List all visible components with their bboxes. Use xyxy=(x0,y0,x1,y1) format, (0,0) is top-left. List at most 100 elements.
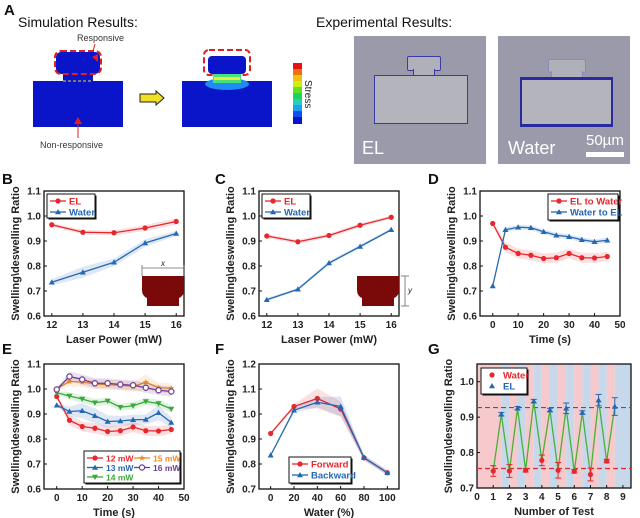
water-band xyxy=(525,364,534,488)
x-tick-label: 30 xyxy=(564,320,576,331)
y-tick-label: 1.0 xyxy=(242,212,256,223)
x-tick-label: 4 xyxy=(539,492,545,503)
data-point xyxy=(294,286,301,292)
error-band xyxy=(56,395,172,437)
legend-item: EL to Water xyxy=(551,197,623,208)
legend-box xyxy=(288,456,352,484)
legend-marker xyxy=(270,209,276,215)
y-tick-label: 0.8 xyxy=(460,448,474,459)
x-tick-label: 0 xyxy=(268,493,274,504)
x-axis-label: Number of Test xyxy=(514,506,594,518)
y-tick-label: 1.1 xyxy=(242,385,256,396)
data-point xyxy=(611,403,618,409)
y-tick-label: 0.8 xyxy=(27,262,41,273)
x-axis-label: Laser Power (mW) xyxy=(281,334,377,346)
legend-label: EL xyxy=(503,382,515,393)
data-point xyxy=(91,412,98,418)
y-tick-label: 0.9 xyxy=(242,237,256,248)
y-tick-label: 0.6 xyxy=(242,312,256,323)
data-point xyxy=(48,279,55,285)
legend-label: Water xyxy=(284,208,310,219)
shape-inset-x: x xyxy=(141,259,185,306)
data-point xyxy=(595,397,602,403)
data-point xyxy=(546,407,553,413)
simulation-diagram: Responsive Non-responsive Stress xyxy=(33,33,313,150)
data-point xyxy=(130,424,136,430)
data-point xyxy=(566,233,573,239)
data-point xyxy=(168,419,175,425)
data-point xyxy=(79,396,86,402)
data-point xyxy=(541,255,547,262)
water-image-label: Water xyxy=(508,138,556,158)
y-tick-label: 1.0 xyxy=(460,377,474,388)
legend-marker xyxy=(556,198,562,204)
dimension-label: x xyxy=(160,259,166,268)
scale-bar-label: 50µm xyxy=(586,132,624,149)
data-point xyxy=(604,253,610,260)
x-axis-label: Time (s) xyxy=(93,507,135,518)
series-14-mw xyxy=(53,390,175,413)
data-point xyxy=(168,426,174,433)
data-point xyxy=(579,255,585,261)
data-point xyxy=(553,232,560,238)
x-axis-label: Water (%) xyxy=(304,507,355,518)
scale-bar xyxy=(586,152,624,157)
data-point xyxy=(66,393,73,399)
x-tick-label: 50 xyxy=(178,493,190,504)
series-line xyxy=(56,392,172,410)
data-point xyxy=(553,255,559,261)
x-tick-label: 7 xyxy=(588,492,594,503)
chart-c: 0.6 0.7 0.8 0.9 1.0 1.1 12 13 14 15 16 Laser Power … xyxy=(225,186,413,346)
data-point xyxy=(92,425,98,431)
y-tick-label: 0.7 xyxy=(27,287,41,298)
y-tick-label: 1.0 xyxy=(463,212,477,223)
data-point xyxy=(91,400,98,406)
panel-label-b: B xyxy=(2,171,13,188)
data-point xyxy=(142,225,148,231)
legend-label: Backward xyxy=(311,471,356,482)
panel-label-a: A xyxy=(4,2,15,19)
data-point xyxy=(384,469,391,475)
x-tick-label: 20 xyxy=(538,320,550,331)
series-water-to-el xyxy=(489,224,611,289)
shape-silhouette xyxy=(142,276,184,306)
data-point xyxy=(155,409,162,415)
x-tick-label: 13 xyxy=(292,320,304,331)
x-tick-label: 30 xyxy=(128,493,140,504)
data-point xyxy=(155,428,162,434)
legend-marker xyxy=(297,472,303,478)
responsive-arrowhead xyxy=(92,54,98,62)
data-point xyxy=(523,467,529,473)
neck-block xyxy=(63,72,93,82)
water-band xyxy=(606,364,615,488)
el-band xyxy=(582,364,591,488)
data-point xyxy=(566,250,572,257)
series-13-mw xyxy=(53,402,175,428)
x-tick-label: 2 xyxy=(507,492,513,503)
stress-colorbar xyxy=(293,63,302,124)
water-band xyxy=(590,364,599,488)
x-tick-label: 20 xyxy=(102,493,114,504)
data-point xyxy=(527,224,534,230)
water-band xyxy=(541,364,550,488)
legend-marker xyxy=(138,464,146,471)
plot-frame xyxy=(43,363,185,490)
data-point xyxy=(53,386,60,393)
data-point xyxy=(539,457,545,463)
series-el xyxy=(498,393,618,417)
x-tick-label: 60 xyxy=(335,493,347,504)
legend-marker xyxy=(139,454,145,461)
x-tick-label: 0 xyxy=(474,492,480,503)
series-16-mw xyxy=(53,371,175,397)
transform-arrow-icon xyxy=(139,89,165,107)
data-point xyxy=(502,226,509,232)
connector-line xyxy=(492,400,616,475)
data-point xyxy=(515,224,522,230)
y-tick-label: 0.7 xyxy=(463,287,477,298)
x-tick-label: 40 xyxy=(153,493,165,504)
data-point xyxy=(291,403,297,410)
x-tick-label: 14 xyxy=(323,320,335,331)
series-water xyxy=(263,226,395,302)
legend-marker xyxy=(297,461,303,467)
